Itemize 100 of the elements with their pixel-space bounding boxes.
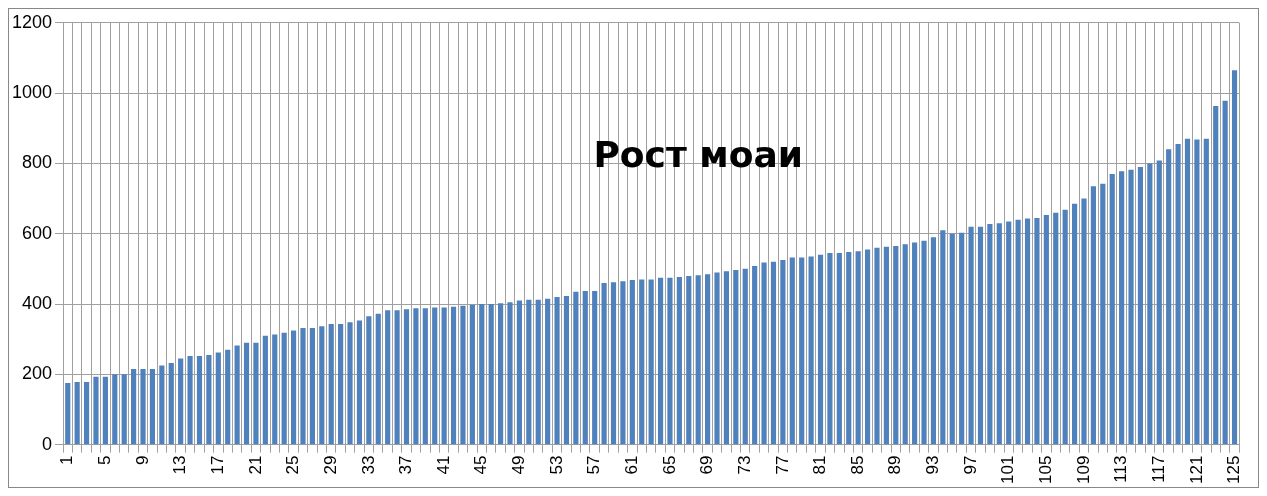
bar [629,280,635,445]
bar [253,342,259,445]
bar [686,275,692,445]
bar [450,306,457,445]
bar [883,246,889,445]
bar [1156,160,1162,445]
bar [836,253,842,445]
x-tick-label: 41 [433,455,453,475]
bar [460,305,466,445]
x-tick-label: 113 [1111,455,1131,483]
bar [121,374,127,445]
bar [394,310,400,445]
bar [1109,173,1115,445]
bar [1100,183,1106,445]
bar [987,223,993,445]
bar [761,262,767,445]
x-tick-label: 109 [1073,455,1093,485]
bar [959,232,965,445]
bar [309,327,315,445]
bar [1213,106,1219,445]
bar [413,308,419,445]
bar [582,291,588,445]
bar [187,356,193,445]
x-tick-label: 29 [320,455,340,475]
bar [601,282,607,445]
bar [526,299,532,445]
bar [290,330,297,445]
x-tick-label: 5 [95,455,115,466]
text: Рост моаи [593,134,803,176]
bar [83,382,90,445]
x-tick-label: 121 [1186,455,1206,485]
bar [657,277,664,445]
x-tick-label: 25 [283,455,303,475]
bar [243,342,250,445]
bar [1203,138,1209,445]
bar [178,358,184,445]
bar [1081,198,1087,445]
bar [846,252,852,445]
bar [977,226,984,445]
bar [705,274,711,445]
bar [102,376,108,445]
bar [930,237,937,445]
bar [1062,209,1068,445]
bar [770,261,777,445]
bar [366,316,372,445]
bar [1166,149,1172,445]
bar [432,307,438,445]
bar [752,266,758,445]
bar [149,369,156,445]
x-tick-label: 101 [998,455,1018,485]
x-tick-label: 117 [1148,455,1168,483]
bar [422,308,428,445]
bar [1147,163,1153,445]
x-tick-label: 89 [885,455,905,475]
x-tick-label: 45 [471,455,491,475]
bar [545,298,551,445]
bar [488,304,494,445]
bar [225,349,231,445]
bar [1231,70,1238,445]
bar [1053,212,1059,445]
bar [695,275,701,445]
bar [281,332,287,445]
bar [441,307,447,445]
x-tick-label: 93 [923,455,943,475]
x-tick-label: 17 [207,455,227,475]
bar [648,279,654,445]
bar [1090,186,1096,445]
bar [902,244,908,445]
bar [1128,169,1134,445]
bar [554,296,560,445]
bar [592,291,598,445]
bar [356,320,363,445]
x-tick-label: 77 [772,455,792,475]
bar [74,382,80,445]
bar [1175,144,1181,445]
bar [1119,171,1125,445]
y-tick-label: 0 [42,433,53,454]
bar [620,281,626,445]
bar [789,257,795,445]
bar [93,376,99,445]
x-tick-label: 65 [659,455,679,475]
x-tick-label: 1 [57,455,77,466]
y-tick-label: 800 [22,152,53,173]
bar [912,242,918,445]
bar [206,355,212,445]
bar [272,334,278,445]
bar [479,304,485,445]
bar [921,240,927,445]
bar [1034,217,1040,445]
bar [234,345,240,445]
bar [1006,221,1012,445]
bar [131,369,137,445]
bar [723,271,730,445]
bar [338,324,344,445]
bar [328,324,334,445]
bar [65,383,71,445]
bar [808,256,814,445]
x-tick-label: 21 [245,455,265,475]
bar [498,303,504,445]
x-tick-label: 13 [170,455,190,475]
